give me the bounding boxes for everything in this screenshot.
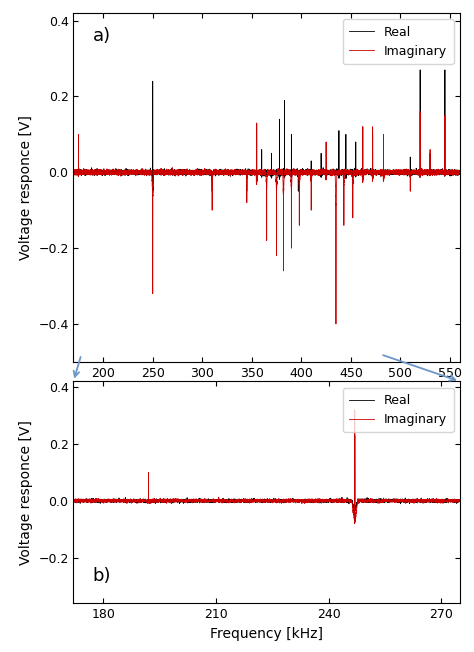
Imaginary (322, 496, 328, 503)
Imaginary (388, 497, 394, 505)
Imaginary (141, 497, 146, 505)
Text: b): b) (93, 567, 111, 585)
Y-axis label: Voltage responce [V]: Voltage responce [V] (18, 420, 33, 565)
Real (457, 496, 463, 504)
Real (352, 507, 357, 515)
Real (302, 495, 308, 503)
Real (171, 168, 176, 176)
Imaginary (333, 320, 339, 328)
Line: Real: Real (73, 436, 460, 511)
Imaginary (71, 497, 76, 505)
Imaginary (268, 169, 274, 177)
Real (128, 166, 134, 174)
Real (71, 166, 76, 174)
Imaginary (417, 108, 423, 115)
Line: Real: Real (73, 70, 460, 194)
Imaginary (71, 169, 76, 177)
Real (218, 498, 224, 506)
Imaginary (359, 497, 365, 505)
X-axis label: Frequency [kHz]: Frequency [kHz] (210, 627, 323, 640)
Real (150, 190, 155, 198)
Imaginary (306, 170, 311, 177)
Legend: Real, Imaginary: Real, Imaginary (343, 20, 454, 64)
Imaginary (457, 168, 463, 175)
Imaginary (352, 406, 357, 414)
Imaginary (302, 497, 308, 505)
Imaginary (91, 167, 97, 175)
Real (388, 497, 394, 505)
Real (306, 166, 311, 173)
Imaginary (171, 169, 176, 177)
Real (141, 497, 146, 505)
Real (417, 66, 423, 74)
Real (359, 497, 365, 505)
Imaginary (274, 184, 280, 192)
Text: a): a) (93, 27, 111, 45)
Imaginary (218, 496, 224, 504)
Real (274, 168, 280, 175)
Real (352, 432, 357, 439)
X-axis label: Frequency [kHz]: Frequency [kHz] (210, 385, 323, 399)
Legend: Real, Imaginary: Real, Imaginary (343, 388, 454, 432)
Imaginary (457, 496, 463, 504)
Real (268, 171, 274, 179)
Real (71, 496, 76, 503)
Imaginary (128, 168, 134, 176)
Real (322, 498, 328, 506)
Real (457, 170, 463, 177)
Line: Imaginary: Imaginary (73, 111, 460, 324)
Line: Imaginary: Imaginary (73, 410, 460, 524)
Imaginary (352, 520, 357, 527)
Y-axis label: Voltage responce [V]: Voltage responce [V] (18, 115, 33, 260)
Real (91, 168, 97, 175)
